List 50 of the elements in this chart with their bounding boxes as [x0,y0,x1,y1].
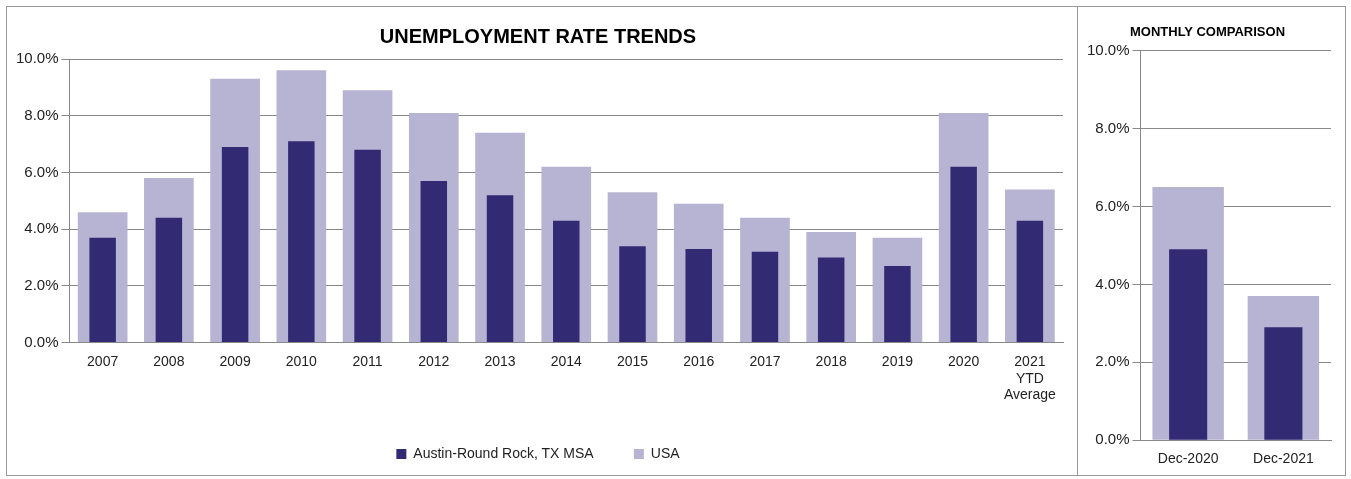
y-tick-label: 8.0% [1095,118,1130,136]
chart-title: UNEMPLOYMENT RATE TRENDS [379,24,697,47]
x-tick-label: 2010 [285,352,318,369]
y-tick-label: 10.0% [15,49,59,67]
bar [1169,249,1208,440]
y-tick-label: 6.0% [1095,196,1130,214]
x-tick-label: 2021 YTD Average [1003,352,1057,403]
y-tick-label: 0.0% [24,332,59,350]
y-tick-label: 0.0% [1095,430,1130,448]
y-tick-label: 2.0% [1095,352,1130,370]
chart-title: MONTHLY COMPARISON [1129,24,1286,40]
y-tick-label: 8.0% [24,105,59,123]
x-tick-label: 2009 [219,352,251,369]
bar [553,220,580,343]
bar [221,146,249,343]
bar [685,249,712,343]
x-tick-label: 2014 [550,352,583,369]
bar [884,266,911,343]
bar [1264,327,1303,440]
legend-label: USA [650,444,681,461]
bar [486,195,514,343]
bar [155,217,183,343]
y-tick-label: 10.0% [1086,40,1130,58]
x-tick-label: 2012 [418,352,450,369]
x-tick-label: 2017 [749,352,781,369]
bar [354,149,381,343]
bar [89,237,116,343]
y-tick-label: 6.0% [24,162,59,180]
bar [1016,220,1044,343]
bar [751,251,779,343]
x-tick-label: 2018 [815,352,847,369]
bar [288,141,315,343]
bar [619,246,646,343]
y-tick-label: 2.0% [24,276,59,294]
bar [950,166,977,343]
x-tick-label: 2016 [683,352,715,369]
x-tick-label: Dec-2021 [1253,450,1314,467]
x-tick-label: 2015 [616,352,649,369]
x-tick-label: 2011 [352,352,383,369]
y-tick-label: 4.0% [1095,274,1130,292]
bar [817,257,845,343]
y-tick-label: 4.0% [24,219,59,237]
x-tick-label: 2008 [153,352,185,369]
x-tick-label: 2019 [881,352,914,369]
x-tick-label: 2007 [87,352,119,369]
legend-label: Austin-Round Rock, TX MSA [413,444,595,461]
x-tick-label: Dec-2020 [1157,450,1219,467]
bar [420,180,448,343]
x-tick-label: 2020 [948,352,980,369]
x-tick-label: 2013 [484,352,516,369]
